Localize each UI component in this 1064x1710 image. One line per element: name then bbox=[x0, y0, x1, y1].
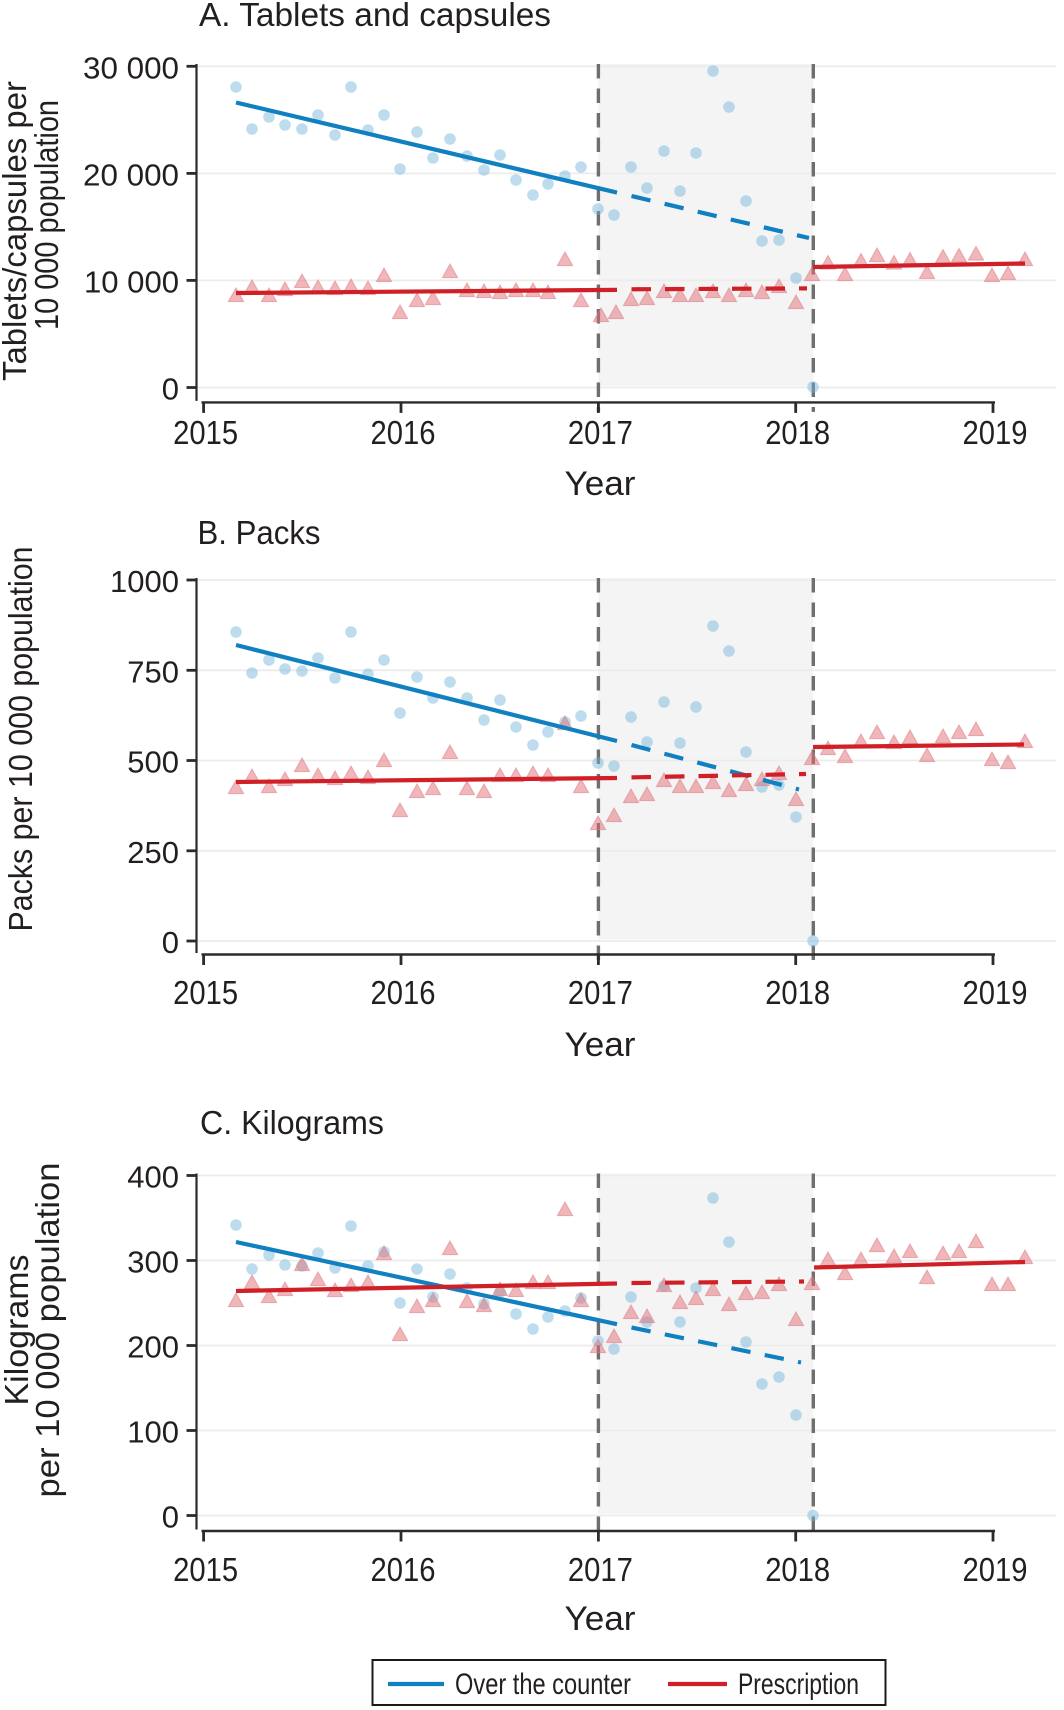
svg-text:200: 200 bbox=[127, 1330, 179, 1365]
svg-text:2018: 2018 bbox=[765, 974, 830, 1011]
svg-text:Year: Year bbox=[565, 1026, 636, 1064]
svg-text:C. Kilograms: C. Kilograms bbox=[200, 1104, 384, 1141]
svg-text:1000: 1000 bbox=[110, 564, 179, 599]
svg-text:2015: 2015 bbox=[173, 974, 238, 1011]
svg-text:2016: 2016 bbox=[371, 974, 436, 1011]
svg-text:750: 750 bbox=[127, 654, 179, 689]
svg-text:30 000: 30 000 bbox=[83, 50, 179, 85]
svg-text:400: 400 bbox=[127, 1160, 179, 1195]
svg-text:2017: 2017 bbox=[568, 974, 633, 1011]
svg-text:0: 0 bbox=[162, 372, 179, 407]
svg-text:per 10 000 population: per 10 000 population bbox=[29, 1163, 66, 1498]
svg-text:2016: 2016 bbox=[371, 1551, 436, 1588]
svg-text:2017: 2017 bbox=[568, 414, 633, 451]
svg-text:2017: 2017 bbox=[568, 1551, 633, 1588]
svg-text:2019: 2019 bbox=[963, 1551, 1028, 1588]
svg-text:A. Tablets and capsules: A. Tablets and capsules bbox=[199, 0, 551, 33]
svg-text:300: 300 bbox=[127, 1245, 179, 1280]
svg-text:2018: 2018 bbox=[765, 1551, 830, 1588]
svg-text:2019: 2019 bbox=[963, 974, 1028, 1011]
svg-text:Tablets/capsules per: Tablets/capsules per bbox=[0, 81, 33, 381]
svg-text:500: 500 bbox=[127, 745, 179, 780]
svg-text:Year: Year bbox=[565, 465, 636, 503]
svg-text:Kilograms: Kilograms bbox=[0, 1255, 35, 1406]
svg-text:10 000 population: 10 000 population bbox=[28, 100, 65, 330]
svg-text:Packs per 10 000 population: Packs per 10 000 population bbox=[2, 547, 39, 932]
svg-text:B. Packs: B. Packs bbox=[198, 514, 321, 551]
svg-text:100: 100 bbox=[127, 1415, 179, 1450]
svg-text:250: 250 bbox=[127, 835, 179, 870]
svg-text:2019: 2019 bbox=[963, 414, 1028, 451]
svg-text:2016: 2016 bbox=[371, 414, 436, 451]
svg-text:2015: 2015 bbox=[173, 414, 238, 451]
svg-text:Over the counter: Over the counter bbox=[455, 1668, 631, 1701]
svg-text:10 000: 10 000 bbox=[84, 264, 179, 299]
svg-text:20 000: 20 000 bbox=[83, 157, 179, 192]
svg-text:0: 0 bbox=[162, 925, 179, 960]
svg-text:2015: 2015 bbox=[173, 1551, 238, 1588]
svg-text:Year: Year bbox=[565, 1600, 636, 1638]
svg-text:2018: 2018 bbox=[765, 414, 830, 451]
svg-text:Prescription: Prescription bbox=[738, 1668, 859, 1701]
svg-text:0: 0 bbox=[162, 1500, 179, 1535]
